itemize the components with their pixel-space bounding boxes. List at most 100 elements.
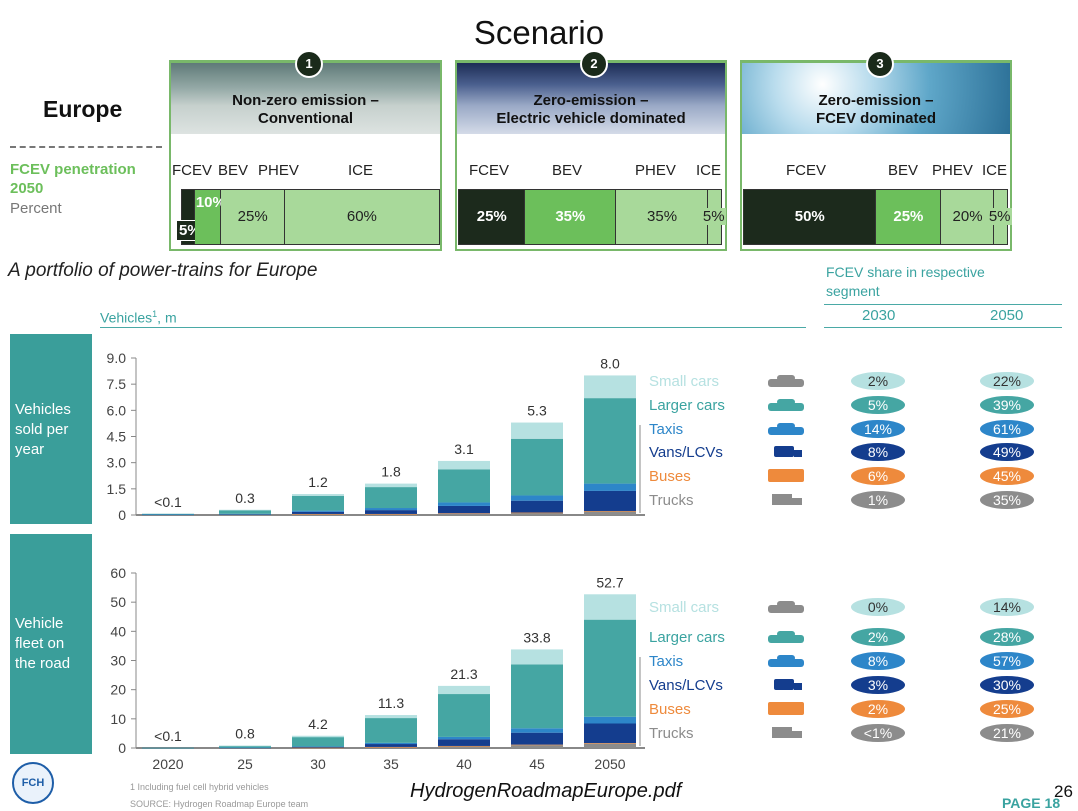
penetration-bar: 50% 25% 20% 5%: [743, 189, 1012, 245]
bar-total-label: 8.0: [600, 355, 620, 371]
bar-segment-trucks: [584, 511, 636, 515]
share-value-2030: 5%: [868, 397, 888, 413]
scenario-title-line1: Non-zero emission –: [232, 92, 379, 109]
share-value-2050: 22%: [993, 373, 1021, 389]
y-tick-label: 6.0: [107, 402, 127, 418]
bar-segment-small-cars: [365, 483, 417, 488]
pdf-filename: HydrogenRoadmapEurope.pdf: [410, 780, 682, 802]
share-pill-2030: [851, 396, 905, 414]
share-pill-2050: [980, 372, 1034, 390]
bar-segment-vans-lcvs: [438, 505, 490, 514]
truck-icon-cab: [792, 498, 802, 505]
bar-segment-small-cars: [584, 594, 636, 620]
y-tick-label: 0: [118, 507, 126, 523]
share-pill-2050: [980, 724, 1034, 742]
y-tick-label: 3.0: [107, 455, 127, 471]
penetration-bar: 5% 10% 25% 60%: [176, 189, 440, 245]
scenario-panel-2: 2 Zero-emission – Electric vehicle domin…: [455, 50, 727, 251]
bar-segment-larger-cars: [365, 718, 417, 743]
share-pill-2050: [980, 396, 1034, 414]
bar-segment-taxis: [584, 716, 636, 724]
truck-icon: [772, 727, 792, 738]
van-icon: [774, 446, 794, 457]
bar-segment-taxis: [511, 728, 563, 733]
bar-segment-vans-lcvs: [438, 739, 490, 746]
x-tick-label: 2050: [594, 756, 625, 772]
share-value-2030: 1%: [868, 492, 888, 508]
bar-segment-buses: [438, 745, 490, 747]
bar-segment-small-cars: [219, 509, 271, 511]
bar-segment-larger-cars: [584, 619, 636, 717]
x-tick-label: 25: [237, 756, 253, 772]
share-pill-2030: [851, 420, 905, 438]
y-tick-label: 0: [118, 740, 126, 756]
bar-segment-taxis: [438, 502, 490, 506]
bar-segment-larger-cars: [511, 664, 563, 729]
scenario-panel-1: 1 Non-zero emission – Conventional FCEV …: [169, 50, 442, 251]
bar-segment-vans-lcvs: [584, 723, 636, 744]
share-value-2030: 8%: [868, 653, 888, 669]
bar-segment-taxis: [292, 510, 344, 512]
phev-segment: [220, 190, 285, 244]
share-pill-2030: [851, 443, 905, 461]
share-pill-2030: [851, 676, 905, 694]
bar-segment-small-cars: [584, 375, 636, 399]
share-pill-2050: [980, 676, 1034, 694]
share-label-fcev: 50%: [794, 208, 825, 225]
bar-segment-buses: [365, 513, 417, 515]
bar-segment-vans-lcvs: [292, 746, 344, 748]
bar-label-phev: PHEV: [635, 162, 676, 179]
penetration-bar: 25% 35% 35% 5%: [458, 189, 726, 245]
ice-segment: [284, 190, 439, 244]
scenario-number-badge: 1: [295, 50, 323, 78]
scenario-panel-3: 3 Zero-emission – FCEV dominated FCEV BE…: [740, 50, 1012, 251]
scenario-title-line2: Conventional: [257, 110, 353, 127]
bar-segment-trucks: [438, 746, 490, 748]
bar-segment-trucks: [511, 512, 563, 515]
share-label-bev: 10%: [195, 194, 226, 211]
bar-segment-trucks: [438, 513, 490, 515]
share-label-phev: 35%: [647, 208, 678, 225]
y-tick-label: 30: [110, 653, 126, 669]
bar-segment-buses: [584, 743, 636, 744]
larger-car-icon-roof: [777, 631, 795, 637]
share-header-line: [824, 304, 1062, 305]
share-value-2030: 14%: [864, 421, 892, 437]
y-tick-label: 10: [110, 711, 126, 727]
y-tick-label: 1.5: [107, 481, 127, 497]
share-value-2030: 6%: [868, 468, 888, 484]
bar-label-ice: ICE: [696, 162, 722, 179]
x-tick-label: 45: [529, 756, 545, 772]
share-label-ice: 60%: [346, 208, 377, 225]
side-label-sold: Vehicles sold per year: [10, 334, 92, 524]
bar-segment-larger-cars: [219, 745, 271, 748]
van-icon-nose: [794, 683, 802, 690]
van-icon-nose: [794, 450, 802, 457]
share-value-2030: 8%: [868, 444, 888, 460]
fcev-share-title: FCEV share in respective segment: [826, 263, 985, 301]
legend-label: Larger cars: [649, 629, 725, 646]
bar-segment-larger-cars: [142, 747, 194, 749]
fcev-segment: [459, 190, 525, 244]
bar-total-label: <0.1: [154, 728, 182, 744]
bar-segment-small-cars: [511, 649, 563, 665]
bar-segment-larger-cars: [365, 487, 417, 509]
share-pill-2030: [851, 467, 905, 485]
legend-label: Buses: [649, 701, 691, 718]
share-pill-2050: [980, 598, 1034, 616]
share-value-2050: 35%: [993, 492, 1021, 508]
share-value-2050: 45%: [993, 468, 1021, 484]
region-label: Europe: [43, 96, 123, 122]
legend-label: Trucks: [649, 492, 693, 509]
share-value-2050: 14%: [993, 599, 1021, 615]
bar-segment-taxis: [142, 514, 194, 515]
bar-segment-larger-cars: [292, 495, 344, 511]
scenario-number-badge: 2: [580, 50, 608, 78]
side-label-sold-text: Vehicles sold per year: [15, 401, 71, 458]
legend-label: Taxis: [649, 421, 683, 438]
share-value-2030: 2%: [868, 701, 888, 717]
legend-label: Buses: [649, 468, 691, 485]
y-tick-label: 60: [110, 565, 126, 581]
bar-segment-vans-lcvs: [365, 510, 417, 514]
